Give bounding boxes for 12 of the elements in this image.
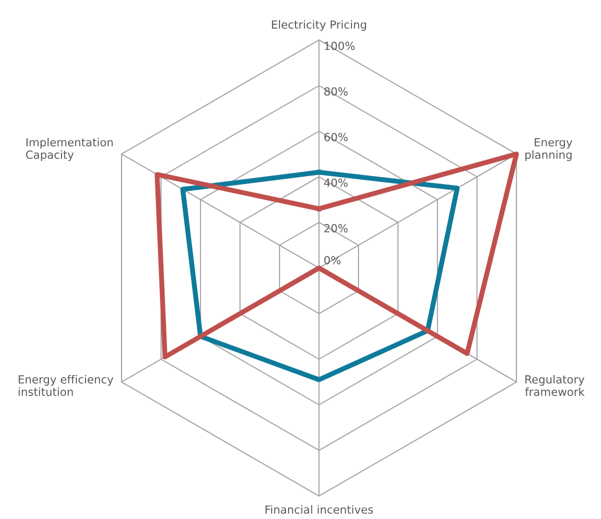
y-tick-label: 80% <box>324 87 348 96</box>
y-tick-label: 40% <box>324 178 348 187</box>
spoke-label: Energy planning <box>525 138 572 162</box>
y-tick-label: 0% <box>324 256 341 264</box>
spoke-label: Implementation Capacity <box>26 138 113 162</box>
y-tick-label: 100% <box>324 42 355 50</box>
y-tick-label: 20% <box>324 224 348 232</box>
spoke-label: Financial incentives <box>266 505 373 514</box>
y-tick-label: 60% <box>324 132 348 142</box>
spoke-label: Regulatory framework <box>525 374 585 396</box>
spoke-label: Electricity Pricing <box>272 20 366 31</box>
spoke-label: Energy efficiency institution <box>18 374 114 396</box>
